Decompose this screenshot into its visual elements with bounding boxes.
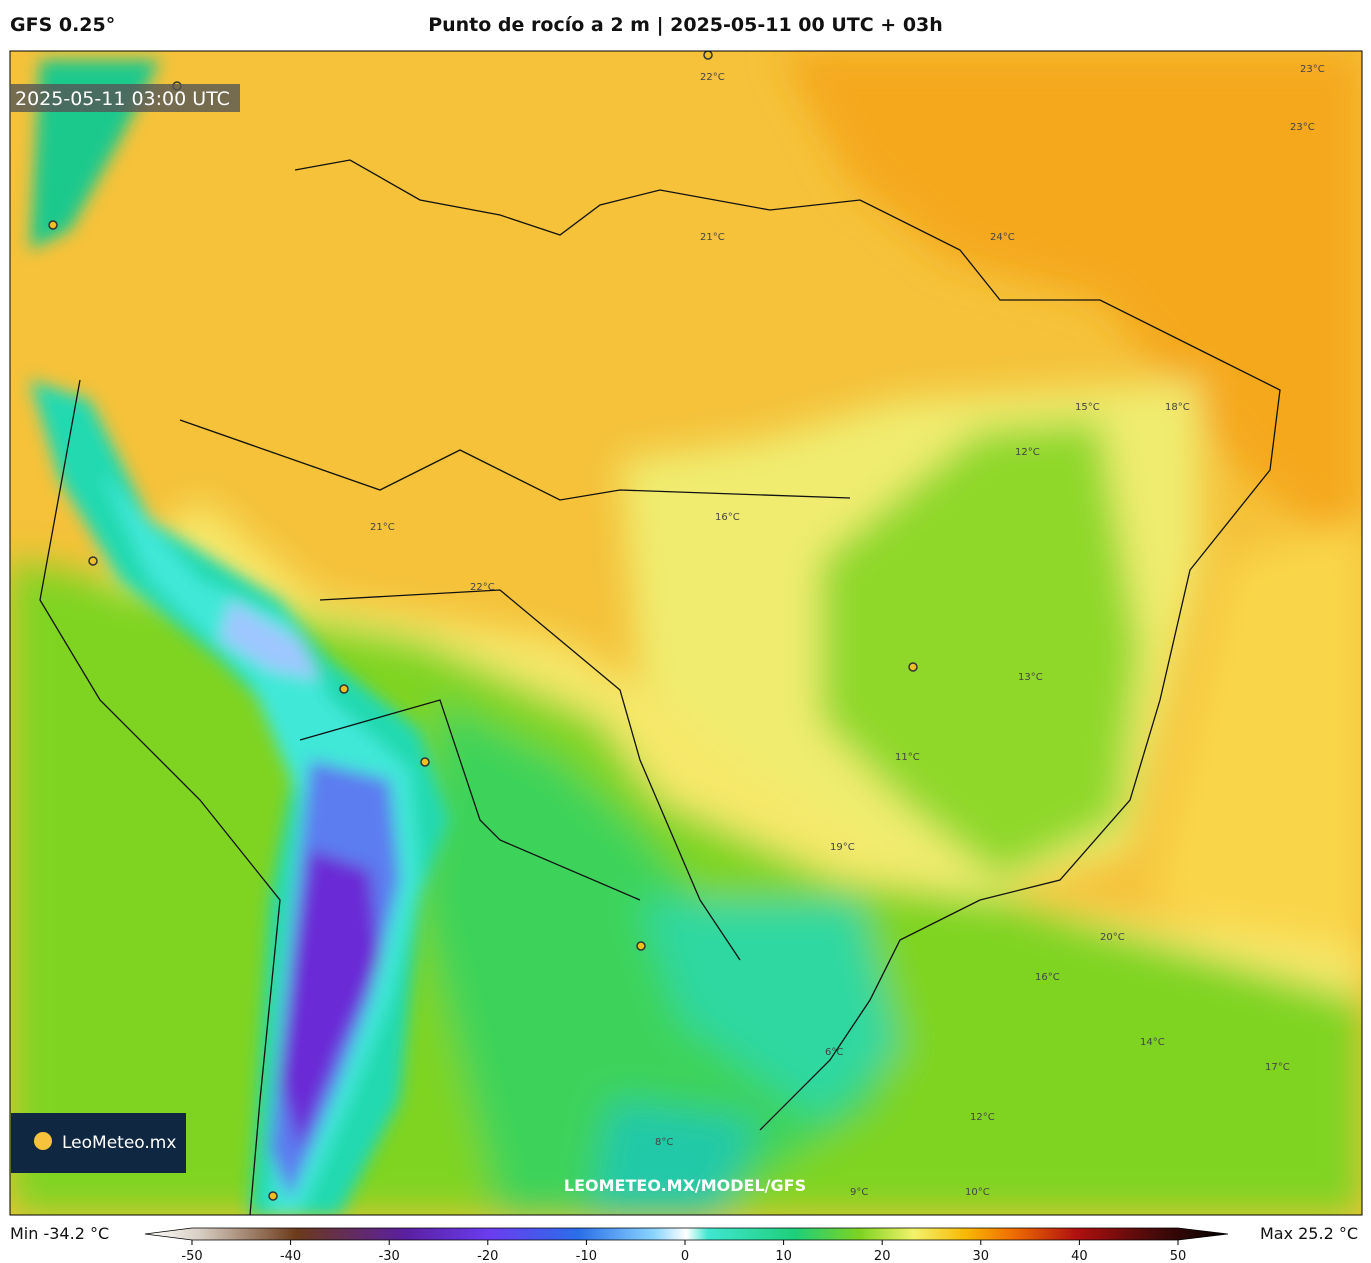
model-name: GFS 0.25° — [10, 14, 116, 36]
contour-labels: 23°C 22°C 21°C 24°C 23°C 22°C 21°C 16°C 15°C 12°C… — [370, 64, 1325, 1198]
contour-label: 20°C — [1100, 932, 1125, 943]
colorbar-tick-label: -40 — [280, 1249, 301, 1263]
contour-label: 12°C — [1015, 447, 1040, 458]
colorbar-tick-label: -10 — [576, 1249, 597, 1263]
contour-label: 13°C — [1018, 672, 1043, 683]
contour-label: 10°C — [965, 1187, 990, 1198]
contour-label: 22°C — [700, 72, 725, 83]
valid-time: 2025-05-11 03:00 UTC — [15, 88, 230, 110]
contour-label: 23°C — [1290, 122, 1315, 133]
contour-label: 21°C — [700, 232, 725, 243]
colorbar-tick-label: -50 — [181, 1249, 202, 1263]
contour-label: 14°C — [1140, 1037, 1165, 1048]
contour-label: 17°C — [1265, 1062, 1290, 1073]
contour-label: 16°C — [1035, 972, 1060, 983]
min-value: Min -34.2 °C — [10, 1224, 109, 1243]
colorbar — [144, 1227, 1229, 1241]
contour-label: 12°C — [970, 1112, 995, 1123]
colorbar-ticks: -50 -40 -30 -20 -10 0 10 20 30 40 50 — [181, 1240, 1186, 1263]
colorbar-tick-label: 20 — [874, 1249, 891, 1263]
watermark: LEOMETEO.MX/MODEL/GFS — [564, 1176, 806, 1195]
colorbar-tick-label: -20 — [477, 1249, 498, 1263]
contour-label: 19°C — [830, 842, 855, 853]
contour-label: 6°C — [825, 1047, 843, 1058]
contour-label: 9°C — [850, 1187, 868, 1198]
contour-label: 18°C — [1165, 402, 1190, 413]
dewpoint-field: 23°C 22°C 21°C 24°C 23°C 22°C 21°C 16°C 15°C 12°C… — [10, 51, 1362, 1215]
contour-label: 23°C — [1300, 64, 1325, 75]
contour-label: 22°C — [470, 582, 495, 593]
contour-label: 21°C — [370, 522, 395, 533]
contour-label: 15°C — [1075, 402, 1100, 413]
contour-label: 8°C — [655, 1137, 673, 1148]
colorbar-tick-label: 0 — [681, 1249, 689, 1263]
contour-label: 24°C — [990, 232, 1015, 243]
logo: LeoMeteo.mx — [62, 1133, 176, 1153]
map-title: Punto de rocío a 2 m | 2025-05-11 00 UTC… — [428, 14, 943, 36]
colorbar-tick-label: -30 — [379, 1249, 400, 1263]
colorbar-tick-label: 10 — [775, 1249, 792, 1263]
borders — [39, 159, 1281, 1215]
contour-label: 11°C — [895, 752, 920, 763]
max-value: Max 25.2 °C — [1260, 1224, 1358, 1243]
colorbar-tick-label: 40 — [1071, 1249, 1088, 1263]
colorbar-tick-label: 30 — [973, 1249, 990, 1263]
contour-label: 16°C — [715, 512, 740, 523]
colorbar-tick-label: 50 — [1170, 1249, 1187, 1263]
